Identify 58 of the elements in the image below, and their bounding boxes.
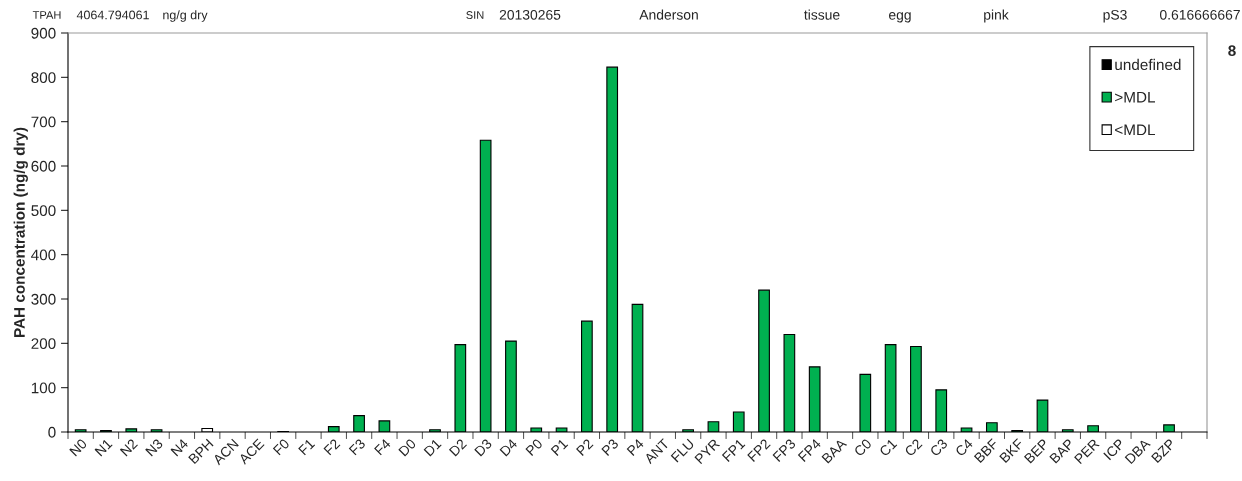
- text: TPAH: [32, 11, 61, 19]
- legend-label: undefined: [1115, 58, 1181, 71]
- x-tick-label: ICP: [1103, 438, 1126, 461]
- text: pink: [984, 9, 1009, 23]
- legend-label: <MDL: [1115, 124, 1156, 136]
- y-tick-label: 600: [31, 160, 56, 172]
- x-tick-label: P4: [626, 438, 645, 456]
- x-tick-label: F3: [348, 438, 366, 456]
- x-tick-label: FP3: [772, 438, 797, 462]
- y-tick-label: 500: [31, 205, 56, 217]
- x-tick-label: D3: [474, 438, 493, 457]
- text: Anderson: [639, 9, 698, 20]
- y-tick-label: 900: [31, 27, 56, 39]
- text: 4064.794061: [76, 10, 149, 20]
- x-tick-label: D1: [423, 438, 442, 457]
- x-tick-label: FP2: [747, 438, 771, 462]
- y-tick-label: 100: [31, 382, 56, 394]
- x-tick-label: N4: [170, 438, 189, 457]
- x-tick-label: D0: [398, 438, 417, 457]
- y-tick-label: 300: [31, 293, 56, 305]
- text: SIN: [466, 11, 484, 19]
- text: pS3: [1103, 9, 1127, 23]
- y-tick-label: 400: [31, 249, 56, 261]
- x-tick-label: C3: [929, 438, 949, 457]
- x-tick-label: C0: [853, 438, 873, 457]
- x-tick-label: P1: [550, 438, 569, 456]
- text: ng/g dry: [163, 10, 208, 22]
- x-tick-label: F2: [323, 438, 341, 456]
- y-tick-label: 0: [48, 426, 56, 438]
- text: 0.616666667: [1160, 9, 1240, 20]
- x-tick-label: FP4: [797, 438, 822, 462]
- x-tick-label: FP1: [721, 438, 746, 462]
- x-tick-label: N1: [94, 438, 113, 457]
- y-tick-label: 200: [31, 338, 56, 350]
- x-tick-label: D2: [448, 438, 467, 457]
- x-tick-label: C1: [878, 438, 898, 457]
- x-tick-label: N3: [145, 438, 164, 457]
- x-tick-label: P3: [601, 438, 619, 456]
- x-tick-label: P0: [525, 438, 544, 456]
- text: 8: [1228, 45, 1236, 57]
- y-tick-label: 700: [31, 116, 56, 128]
- text: 20130265: [499, 9, 561, 20]
- text: egg: [889, 12, 911, 23]
- y-axis-title: PAH concentration (ng/g dry): [13, 127, 28, 338]
- x-tick-label: P2: [575, 438, 594, 456]
- x-tick-label: C4: [954, 438, 974, 457]
- text: tissue: [804, 9, 840, 20]
- x-tick-label: BAA: [821, 437, 848, 464]
- x-tick-label: D4: [499, 438, 518, 457]
- x-tick-label: N0: [69, 438, 88, 457]
- legend-label: >MDL: [1115, 91, 1156, 103]
- x-tick-label: DBA: [1124, 437, 1151, 465]
- x-tick-label: F1: [298, 438, 316, 456]
- x-tick-label: F4: [374, 438, 392, 456]
- x-tick-label: F0: [272, 438, 290, 456]
- y-tick-label: 800: [31, 72, 56, 84]
- x-tick-label: C2: [904, 438, 923, 457]
- x-tick-label: N2: [119, 438, 138, 457]
